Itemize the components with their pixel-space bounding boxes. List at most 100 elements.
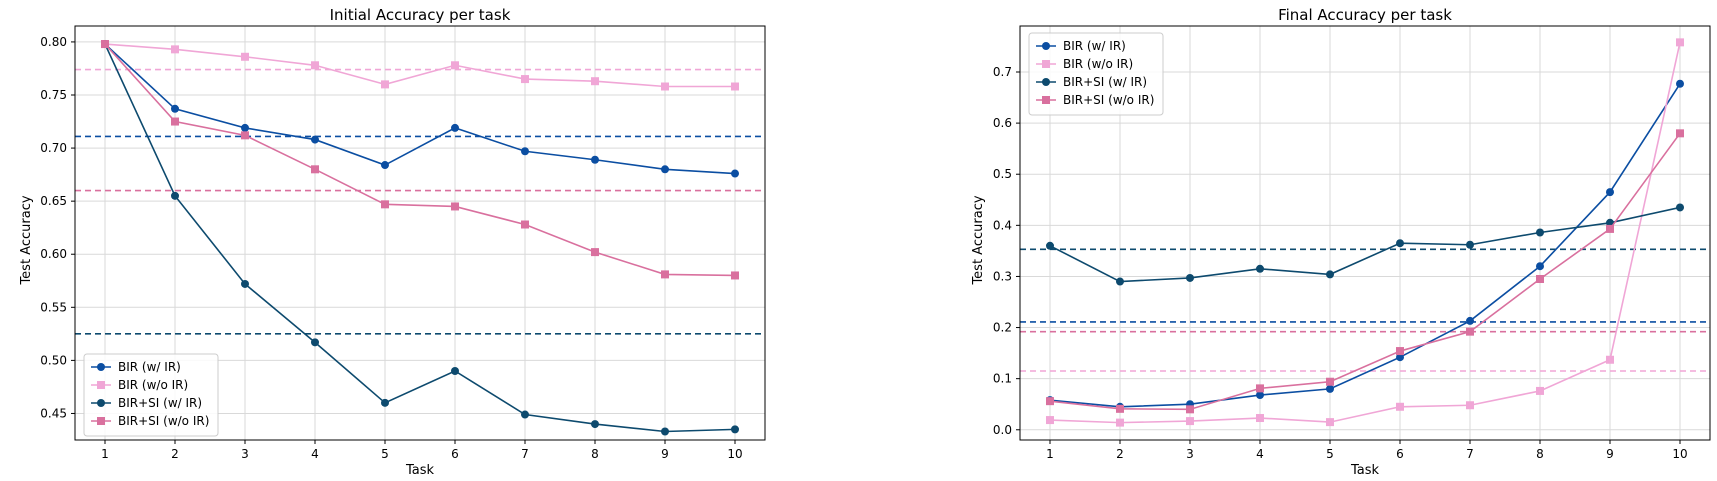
data-point: [1186, 417, 1194, 426]
legend-label: BIR (w/o IR): [118, 378, 188, 392]
grid: [1020, 26, 1710, 440]
legend-box: [83, 353, 219, 437]
data-point: [241, 279, 249, 288]
data-point: [1396, 239, 1404, 248]
data-point: [1186, 273, 1194, 282]
axis-ticks: 1 2 3 4 5 6 7 8 9 10 0.0 0.1 0.2 0.3 0.4 0.5 0.6 0.7: [993, 65, 1688, 461]
data-point: [1536, 386, 1544, 395]
plot-frame: [74, 25, 766, 441]
x-tick-label: 6: [1396, 447, 1404, 461]
data-point: [241, 123, 249, 132]
data-point: [171, 45, 179, 54]
data-point: [1606, 188, 1614, 197]
y-tick-label: 0.70: [40, 141, 67, 155]
y-axis-label: Test Accuracy: [971, 195, 986, 285]
data-point: [1046, 397, 1054, 406]
y-tick-label: 0.1: [993, 372, 1012, 386]
data-point: [591, 248, 599, 257]
data-point: [311, 165, 319, 174]
data-point: [1256, 414, 1264, 423]
y-tick-label: 0.2: [993, 321, 1012, 335]
x-axis-label: Task: [405, 463, 435, 478]
data-point: [661, 427, 669, 436]
data-point: [1396, 347, 1404, 356]
data-point: [661, 270, 669, 279]
data-point: [1536, 228, 1544, 237]
data-point: [1326, 377, 1334, 386]
x-tick-label: 5: [381, 447, 389, 461]
data-point: [1676, 38, 1684, 47]
legend-marker: [1042, 60, 1050, 68]
legend-label: BIR (w/o IR): [1063, 57, 1133, 71]
data-point: [521, 75, 529, 84]
legend-label: BIR+SI (w/ IR): [1063, 75, 1147, 89]
data-point: [1606, 355, 1614, 364]
series-line: [104, 43, 736, 175]
legend: BIR (w/ IR) BIR (w/o IR) BIR+SI (w/ IR) BIR…: [83, 353, 219, 437]
x-tick-label: 8: [591, 447, 599, 461]
data-point: [731, 425, 739, 434]
series-line: [104, 43, 736, 433]
data-point: [1046, 416, 1054, 425]
data-point: [241, 52, 249, 61]
data-point: [171, 104, 179, 113]
y-tick-label: 0.50: [40, 353, 67, 367]
data-point: [591, 77, 599, 86]
data-point: [1396, 402, 1404, 411]
series-line: [1049, 42, 1681, 424]
legend-item: BIR (w/ IR): [1036, 39, 1126, 53]
x-tick-label: 2: [171, 447, 179, 461]
data-point: [1396, 353, 1404, 362]
x-tick-label: 6: [451, 447, 459, 461]
final-accuracy-chart: Final Accuracy per task Task Test Accura…: [971, 6, 1711, 478]
data-point: [381, 398, 389, 407]
legend-label: BIR+SI (w/o IR): [118, 414, 209, 428]
data-point: [1676, 203, 1684, 212]
series-bir-si-w-ir: [101, 40, 739, 436]
series-line: [1049, 132, 1681, 411]
legend-marker: [1042, 78, 1050, 86]
series-lines: [101, 40, 739, 436]
data-point: [451, 123, 459, 132]
data-point: [1256, 384, 1264, 393]
data-point: [1116, 404, 1124, 413]
x-tick-label: 7: [1466, 447, 1474, 461]
y-tick-label: 0.3: [993, 269, 1012, 283]
series-line: [1049, 206, 1681, 283]
data-point: [1326, 384, 1334, 393]
data-point: [1116, 277, 1124, 286]
series-bir-w-o-ir: [101, 40, 739, 91]
series-bir-si-w-o-ir: [1046, 129, 1684, 414]
y-tick-label: 0.6: [993, 116, 1012, 130]
data-point: [1116, 418, 1124, 427]
series-bir-w-ir: [101, 40, 739, 178]
data-point: [1536, 262, 1544, 271]
x-tick-label: 10: [727, 447, 742, 461]
data-point: [1466, 316, 1474, 325]
legend-item: BIR (w/o IR): [91, 378, 188, 392]
data-point: [1606, 218, 1614, 227]
data-point: [1256, 264, 1264, 273]
initial-accuracy-chart: Initial Accuracy per task Task Test Accu…: [19, 6, 766, 478]
y-tick-label: 0.7: [993, 65, 1012, 79]
data-point: [731, 82, 739, 91]
data-point: [381, 161, 389, 170]
x-tick-label: 10: [1672, 447, 1687, 461]
legend-marker: [97, 399, 105, 407]
series-lines: [1046, 38, 1684, 427]
legend-label: BIR (w/ IR): [1063, 39, 1126, 53]
data-point: [521, 410, 529, 419]
x-tick-label: 2: [1116, 447, 1124, 461]
x-axis-label: Task: [1350, 463, 1380, 478]
legend-label: BIR (w/ IR): [118, 360, 181, 374]
y-tick-label: 0.4: [993, 218, 1012, 232]
series-line: [104, 43, 736, 277]
legend-marker: [1042, 96, 1050, 104]
data-point: [591, 155, 599, 164]
mean-lines: [75, 68, 765, 335]
data-point: [1676, 79, 1684, 88]
x-tick-label: 5: [1326, 447, 1334, 461]
x-tick-label: 9: [661, 447, 669, 461]
data-point: [381, 200, 389, 209]
